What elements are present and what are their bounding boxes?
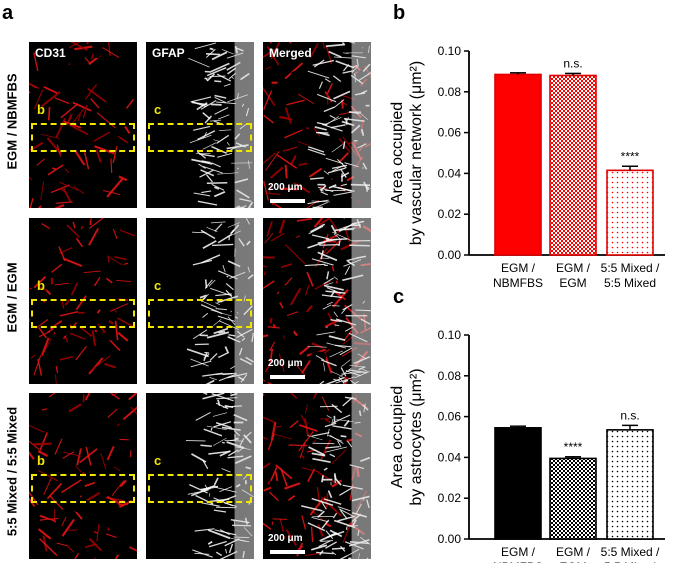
category-label-line: EGM — [559, 560, 586, 563]
y-axis-label-line: Area occupied — [389, 102, 406, 204]
channel-label-cd31: CD31 — [35, 46, 66, 60]
micrograph-texture — [186, 218, 254, 384]
panel-letter-b: b — [393, 2, 406, 24]
category-label-line: 5:5 Mixed / — [601, 261, 660, 275]
scale-bar-label: 200 μm — [268, 182, 303, 193]
y-tick-label: 0.06 — [438, 126, 462, 140]
significance-label: n.s. — [563, 56, 582, 70]
panel-letter-a: a — [2, 2, 14, 24]
y-tick-label: 0.10 — [438, 328, 462, 342]
category-label-line: EGM — [559, 276, 586, 290]
category-label: EGM /EGM — [556, 261, 591, 290]
y-tick-label: 0.04 — [438, 166, 462, 180]
category-label-line: EGM / — [556, 261, 591, 275]
micrograph-texture — [29, 42, 135, 208]
micrograph-egm-nbmfbs-gfap: GFAP c — [146, 42, 254, 208]
y-tick-label: 0.00 — [438, 248, 462, 262]
category-label-line: 5:5 Mixed — [604, 276, 656, 290]
y-tick-label: 0.02 — [438, 491, 462, 505]
micrograph-egm-egm-merged: 200 μm — [263, 218, 371, 384]
chart-vascular-area: 0.00 0.02 0.04 0.06 0.08 0.10 Area occupied by … — [389, 44, 665, 290]
micrograph-texture — [188, 42, 254, 208]
roi-box — [31, 474, 135, 503]
channel-label-merged: Merged — [269, 46, 312, 60]
roi-box — [31, 299, 135, 328]
micrograph-texture — [263, 42, 371, 208]
scale-bar — [270, 550, 305, 554]
y-tick-label: 0.08 — [438, 369, 462, 383]
y-axis-label-line: by astrocytes (μm²) — [408, 368, 425, 505]
y-tick-label: 0.04 — [438, 450, 462, 464]
micrograph-mixed-cd31: b — [29, 393, 137, 559]
roi-label: c — [154, 102, 162, 117]
y-axis-label: Area occupied by astrocytes (μm²) — [389, 368, 425, 505]
y-axis-label-line: Area occupied — [389, 386, 406, 488]
chart-astrocyte-area: 0.00 0.02 0.04 0.06 0.08 0.10 Area occupied by … — [389, 328, 665, 563]
category-label-line: 5:5 Mixed / — [601, 545, 660, 559]
y-tick-label: 0.00 — [438, 532, 462, 546]
y-axis-label-line: by vascular network (μm²) — [408, 61, 425, 245]
micrograph-texture — [263, 218, 371, 384]
category-label-line: EGM / — [556, 545, 591, 559]
y-tick-label: 0.06 — [438, 410, 462, 424]
roi-label: c — [154, 453, 162, 468]
roi-label: b — [37, 453, 45, 468]
category-label: 5:5 Mixed /5:5 Mixed — [601, 545, 660, 563]
category-label: EGM /NBMFBS — [493, 261, 543, 290]
scale-bar — [270, 375, 305, 379]
micrograph-texture — [29, 393, 137, 559]
significance-label: n.s. — [620, 408, 639, 422]
category-label-line: EGM / — [501, 545, 536, 559]
scale-bar — [270, 199, 305, 203]
y-tick-label: 0.08 — [438, 85, 462, 99]
roi-box — [148, 123, 252, 152]
roi-box — [148, 299, 252, 328]
panel-letter-c: c — [393, 286, 405, 308]
row-label-egm-egm: EGM / EGM — [4, 262, 20, 333]
bar — [549, 457, 597, 540]
category-label-line: NBMFBS — [493, 560, 543, 563]
roi-box — [148, 474, 252, 503]
roi-label: b — [37, 102, 45, 117]
micrograph-mixed-merged: 200 μm — [263, 393, 371, 559]
row-label-mixed: 5:5 Mixed / 5:5 Mixed — [4, 406, 20, 537]
category-label-line: 5:5 Mixed — [604, 560, 656, 563]
micrograph-egm-egm-gfap: c — [146, 218, 254, 384]
channel-label-gfap: GFAP — [152, 46, 185, 60]
micrograph-egm-egm-cd31: b — [29, 218, 137, 384]
category-label: EGM /EGM — [556, 545, 591, 563]
bar — [606, 169, 654, 256]
row-label-egm-nbmfbs: EGM / NBMFBS — [4, 73, 20, 170]
bar — [494, 73, 542, 256]
scale-bar-label: 200 μm — [268, 358, 303, 369]
micrograph-texture — [185, 393, 254, 559]
bar — [494, 427, 542, 540]
category-label: EGM /NBMFBS — [493, 545, 543, 563]
significance-label: **** — [621, 149, 640, 163]
roi-label: c — [154, 278, 162, 293]
category-label-line: EGM / — [501, 261, 536, 275]
bar — [606, 429, 654, 540]
scale-bar-label: 200 μm — [268, 533, 303, 544]
micrograph-mixed-gfap: c — [146, 393, 254, 559]
micrograph-egm-nbmfbs-cd31: CD31 b — [29, 42, 137, 208]
category-label-line: NBMFBS — [493, 276, 543, 290]
y-axis-label: Area occupied by vascular network (μm²) — [389, 61, 425, 245]
category-label: 5:5 Mixed /5:5 Mixed — [601, 261, 660, 290]
bar — [549, 74, 597, 256]
significance-label: **** — [564, 440, 583, 454]
y-tick-label: 0.02 — [438, 207, 462, 221]
y-tick-label: 0.10 — [438, 44, 462, 58]
micrograph-texture — [263, 393, 371, 559]
micrograph-egm-nbmfbs-merged: Merged 200 μm — [263, 42, 371, 208]
roi-label: b — [37, 278, 45, 293]
roi-box — [31, 123, 135, 152]
